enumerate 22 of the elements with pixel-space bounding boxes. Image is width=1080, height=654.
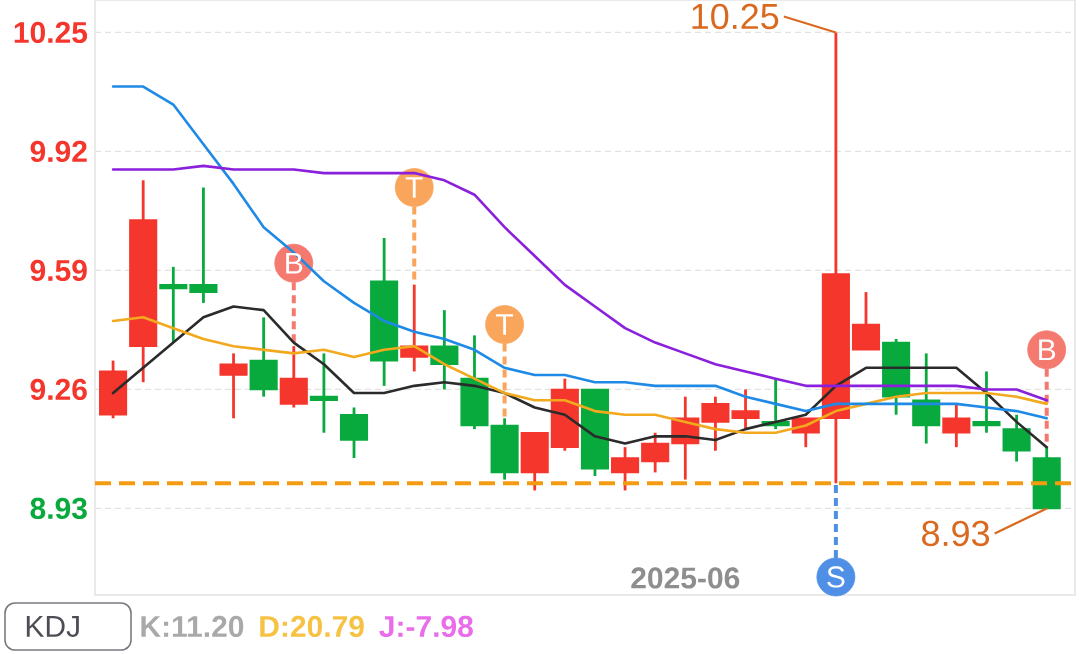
annotation: 10.25 [692, 3, 779, 30]
data-label: T [496, 314, 514, 335]
candlestick [731, 388, 760, 431]
data-label: B [1039, 339, 1056, 361]
candlestick [309, 352, 338, 435]
y-tick-label: 9.26 [30, 378, 87, 401]
y-tick-label: 9.92 [30, 140, 87, 163]
y-tick-label: 10.25 [14, 21, 88, 44]
x-tick-label: 2025-06 [631, 567, 740, 589]
candlestick [219, 352, 248, 420]
candlestick [159, 265, 188, 344]
text: KDJ [26, 616, 79, 637]
data-label: T [405, 177, 423, 198]
text: J:-7.98 [379, 615, 473, 638]
annotation: 8.93 [922, 520, 990, 547]
candlestick [189, 186, 218, 305]
y-tick-label: 9.59 [30, 259, 87, 282]
text: K:11.20 [141, 615, 244, 638]
data-label: S [827, 566, 845, 588]
text: D:20.79 [260, 615, 364, 638]
y-tick-label: 8.93 [30, 497, 87, 520]
data-label: B [286, 252, 303, 274]
